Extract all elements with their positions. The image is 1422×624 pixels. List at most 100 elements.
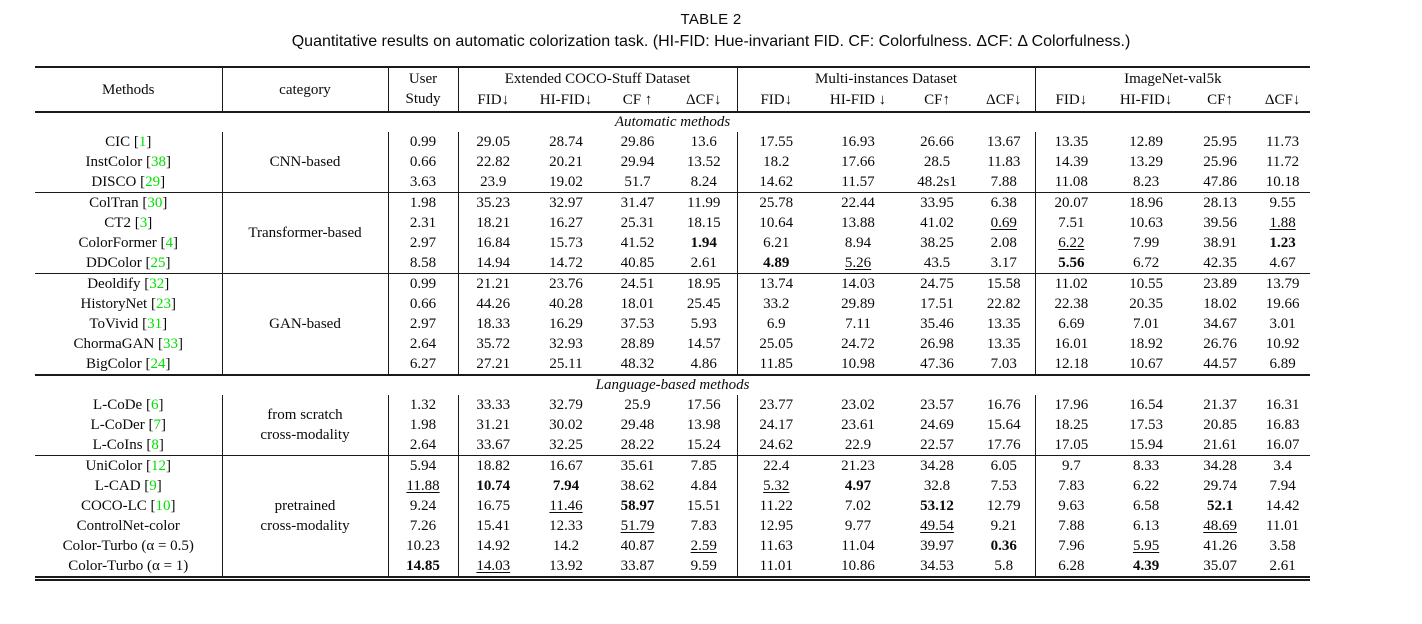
value-cell: 18.01 <box>620 296 655 312</box>
citation-link[interactable]: 30 <box>147 195 163 211</box>
value-cell: 21.21 <box>458 273 528 294</box>
value-cell: 2.64 <box>388 435 459 456</box>
value-cell: 28.89 <box>620 336 655 352</box>
value-cell: 4.67 <box>1269 255 1296 271</box>
table-row: CT2 [3] 2.31 18.21 16.27 25.31 18.15 10.64 13.8… <box>35 213 1310 233</box>
value-cell: 8.33 <box>1107 455 1186 476</box>
value-cell: 33.87 <box>620 558 655 574</box>
citation-link[interactable]: 12 <box>150 458 166 474</box>
value-cell: 15.24 <box>671 435 738 456</box>
value-cell: 29.89 <box>841 296 875 312</box>
value-cell: 17.96 <box>1054 397 1089 413</box>
value-cell: 14.2 <box>552 538 580 554</box>
value-cell: 13.98 <box>671 415 738 435</box>
citation-link[interactable]: 6 <box>150 397 159 413</box>
value-cell: 7.83 <box>671 516 738 536</box>
citation-link[interactable]: 23 <box>155 296 171 312</box>
value-cell: 12.18 <box>1054 356 1089 372</box>
value-cell: 6.27 <box>388 354 459 375</box>
value-cell: 6.22 <box>1132 478 1160 494</box>
value-cell: 13.74 <box>737 273 816 294</box>
citation-link[interactable]: 38 <box>150 154 166 170</box>
value-cell: 2.31 <box>388 213 459 233</box>
value-cell: 11.01 <box>759 558 793 574</box>
value-cell: 13.79 <box>1255 273 1311 294</box>
value-cell: 23.02 <box>841 397 875 413</box>
value-cell: 44.26 <box>476 296 511 312</box>
value-cell: 51.7 <box>624 174 651 190</box>
value-cell: 10.63 <box>1129 215 1163 231</box>
value-cell: 14.03 <box>476 558 511 574</box>
value-cell: 13.92 <box>549 558 583 574</box>
table-header: Methods category User Study Extended COCO… <box>35 67 1311 112</box>
value-cell: 13.35 <box>973 314 1036 334</box>
results-table: Methods category User Study Extended COCO… <box>35 66 1311 581</box>
value-cell: 17.05 <box>1054 437 1089 453</box>
value-cell: 11.99 <box>671 192 738 213</box>
value-cell: 18.21 <box>476 215 511 231</box>
value-cell: 33.33 <box>476 397 511 413</box>
method-cell: CIC [1] <box>35 132 223 152</box>
dataset-header-imagenet: ImageNet-val5k <box>1124 71 1222 87</box>
citation-link[interactable]: 8 <box>151 437 159 453</box>
value-cell: 25.45 <box>671 294 738 314</box>
value-cell: 11.85 <box>759 356 793 372</box>
value-cell: 11.72 <box>1265 154 1300 170</box>
table-row: ColorFormer [4] 2.97 16.84 15.73 41.52 1.94 6.… <box>35 233 1310 253</box>
value-cell: 53.12 <box>920 498 954 514</box>
value-cell: 18.02 <box>1203 296 1237 312</box>
value-cell: 2.97 <box>388 314 459 334</box>
value-cell: 41.52 <box>620 235 655 251</box>
citation-link[interactable]: 10 <box>155 498 171 514</box>
value-cell: 13.52 <box>671 152 738 172</box>
value-cell: 1.32 <box>388 395 459 415</box>
value-cell: 25.31 <box>620 215 655 231</box>
citation-link[interactable]: 7 <box>153 417 161 433</box>
citation-link[interactable]: 1 <box>138 134 147 150</box>
value-cell: 33.67 <box>476 437 511 453</box>
citation-link[interactable]: 32 <box>149 276 165 292</box>
value-cell: 15.41 <box>476 518 511 534</box>
citation-link[interactable]: 31 <box>147 316 163 332</box>
category-cell: GAN-based <box>222 273 389 375</box>
citation-link[interactable]: 3 <box>139 215 148 231</box>
citation-link[interactable]: 24 <box>150 356 166 372</box>
value-cell: 26.66 <box>920 134 954 150</box>
value-cell: 18.82 <box>458 455 528 476</box>
table-row: ToVivid [31] 2.97 18.33 16.29 37.53 5.93 6.9 7.… <box>35 314 1310 334</box>
value-cell: 35.61 <box>604 455 671 476</box>
col-header-dcf: ΔCF↓ <box>1264 92 1301 108</box>
citation-link[interactable]: 25 <box>150 255 166 271</box>
method-cell: UniColor [12] <box>35 455 223 476</box>
citation-link[interactable]: 33 <box>163 336 179 352</box>
value-cell: 31.47 <box>604 192 671 213</box>
value-cell: 5.8 <box>973 556 1036 579</box>
table-row: Color-Turbo (α = 0.5) 10.23 14.92 14.2 40.87… <box>35 536 1310 556</box>
category-cell: CNN-based <box>222 132 389 193</box>
value-cell: 11.08 <box>1054 174 1088 190</box>
category-cell: Transformer-based <box>222 192 389 274</box>
col-header-cf: CF↑ <box>1207 92 1233 108</box>
value-cell: 35.46 <box>920 316 954 332</box>
value-cell: 6.28 <box>1058 558 1085 574</box>
value-cell: 22.57 <box>920 437 954 453</box>
value-cell: 33.95 <box>901 192 974 213</box>
value-cell: 17.51 <box>920 296 954 312</box>
value-cell: 30.02 <box>549 417 583 433</box>
value-cell: 11.63 <box>759 538 793 554</box>
value-cell: 19.66 <box>1265 296 1300 312</box>
citation-link[interactable]: 29 <box>145 174 161 190</box>
citation-link[interactable]: 9 <box>149 478 157 494</box>
col-header-hifid: HI-FID↓ <box>1119 92 1173 108</box>
value-cell: 16.84 <box>476 235 511 251</box>
value-cell: 27.21 <box>476 356 511 372</box>
value-cell: 14.94 <box>476 255 511 271</box>
table-row: DISCO [29] 3.63 23.9 19.02 51.7 8.24 14.62 11.5… <box>35 172 1310 193</box>
value-cell: 47.36 <box>920 356 954 372</box>
value-cell: 4.89 <box>763 255 790 271</box>
value-cell: 14.57 <box>671 334 738 354</box>
value-cell: 16.83 <box>1265 417 1300 433</box>
value-cell: 48.2s1 <box>917 174 957 190</box>
citation-link[interactable]: 4 <box>165 235 174 251</box>
value-cell: 18.33 <box>476 316 511 332</box>
